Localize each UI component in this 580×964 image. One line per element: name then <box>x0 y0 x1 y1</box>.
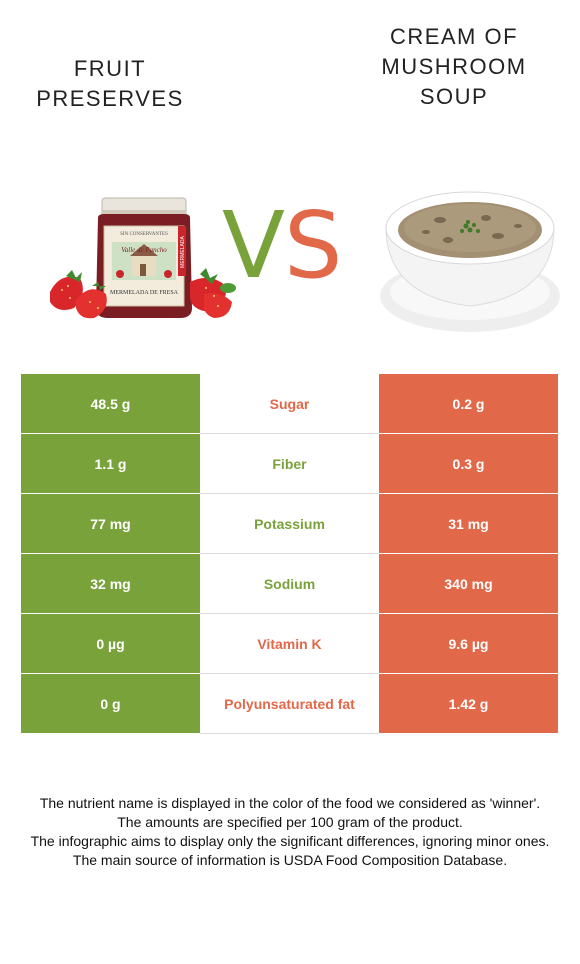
footer-line: The main source of information is USDA F… <box>72 852 508 868</box>
versus-v: V <box>222 192 285 299</box>
nutrient-name-cell: Potassium <box>200 494 379 554</box>
left-value-cell: 0 g <box>21 674 200 734</box>
jar-label-brand: Valle de Pancho <box>121 246 167 254</box>
jar-label-top: SIN CONSERVANTES <box>120 232 168 237</box>
table-row: 0 g Polyunsaturated fat 1.42 g <box>21 674 558 734</box>
left-value-cell: 0 µg <box>21 614 200 674</box>
footer-notes: The nutrient name is displayed in the co… <box>20 794 560 870</box>
table-row: 48.5 g Sugar 0.2 g <box>21 374 558 434</box>
right-value-cell: 0.2 g <box>379 374 558 434</box>
left-value-cell: 77 mg <box>21 494 200 554</box>
versus-label: V S <box>222 196 352 296</box>
right-value-cell: 31 mg <box>379 494 558 554</box>
footer-line: The amounts are specified per 100 gram o… <box>117 814 463 830</box>
right-value-cell: 1.42 g <box>379 674 558 734</box>
table-row: 32 mg Sodium 340 mg <box>21 554 558 614</box>
table-row: 1.1 g Fiber 0.3 g <box>21 434 558 494</box>
footer-line: The nutrient name is displayed in the co… <box>39 795 541 811</box>
table-row: 0 µg Vitamin K 9.6 µg <box>21 614 558 674</box>
jar-label-side: MERMELADA <box>180 236 186 268</box>
nutrient-name-cell: Vitamin K <box>200 614 379 674</box>
footer-line: The infographic aims to display only the… <box>30 833 550 849</box>
left-value-cell: 48.5 g <box>21 374 200 434</box>
fruit-preserves-image: SIN CONSERVANTES Valle de Pancho MERMELA… <box>40 190 240 325</box>
left-value-cell: 32 mg <box>21 554 200 614</box>
versus-s: S <box>284 192 343 299</box>
food-title-left: FRUIT PRESERVES <box>36 56 184 111</box>
food-title-right: CREAM OF MUSHROOM SOUP <box>381 24 527 109</box>
right-value-cell: 9.6 µg <box>379 614 558 674</box>
nutrient-name-cell: Sugar <box>200 374 379 434</box>
comparison-table: 48.5 g Sugar 0.2 g 1.1 g Fiber 0.3 g 77 mg Pota… <box>21 374 558 734</box>
nutrient-name-cell: Polyunsaturated fat <box>200 674 379 734</box>
table-row: 77 mg Potassium 31 mg <box>21 494 558 554</box>
nutrient-name-cell: Fiber <box>200 434 379 494</box>
left-value-cell: 1.1 g <box>21 434 200 494</box>
nutrient-name-cell: Sodium <box>200 554 379 614</box>
jar-label-bottom: MERMELADA DE FRESA <box>110 290 179 296</box>
right-value-cell: 340 mg <box>379 554 558 614</box>
cream-of-mushroom-soup-image <box>378 178 563 338</box>
right-value-cell: 0.3 g <box>379 434 558 494</box>
